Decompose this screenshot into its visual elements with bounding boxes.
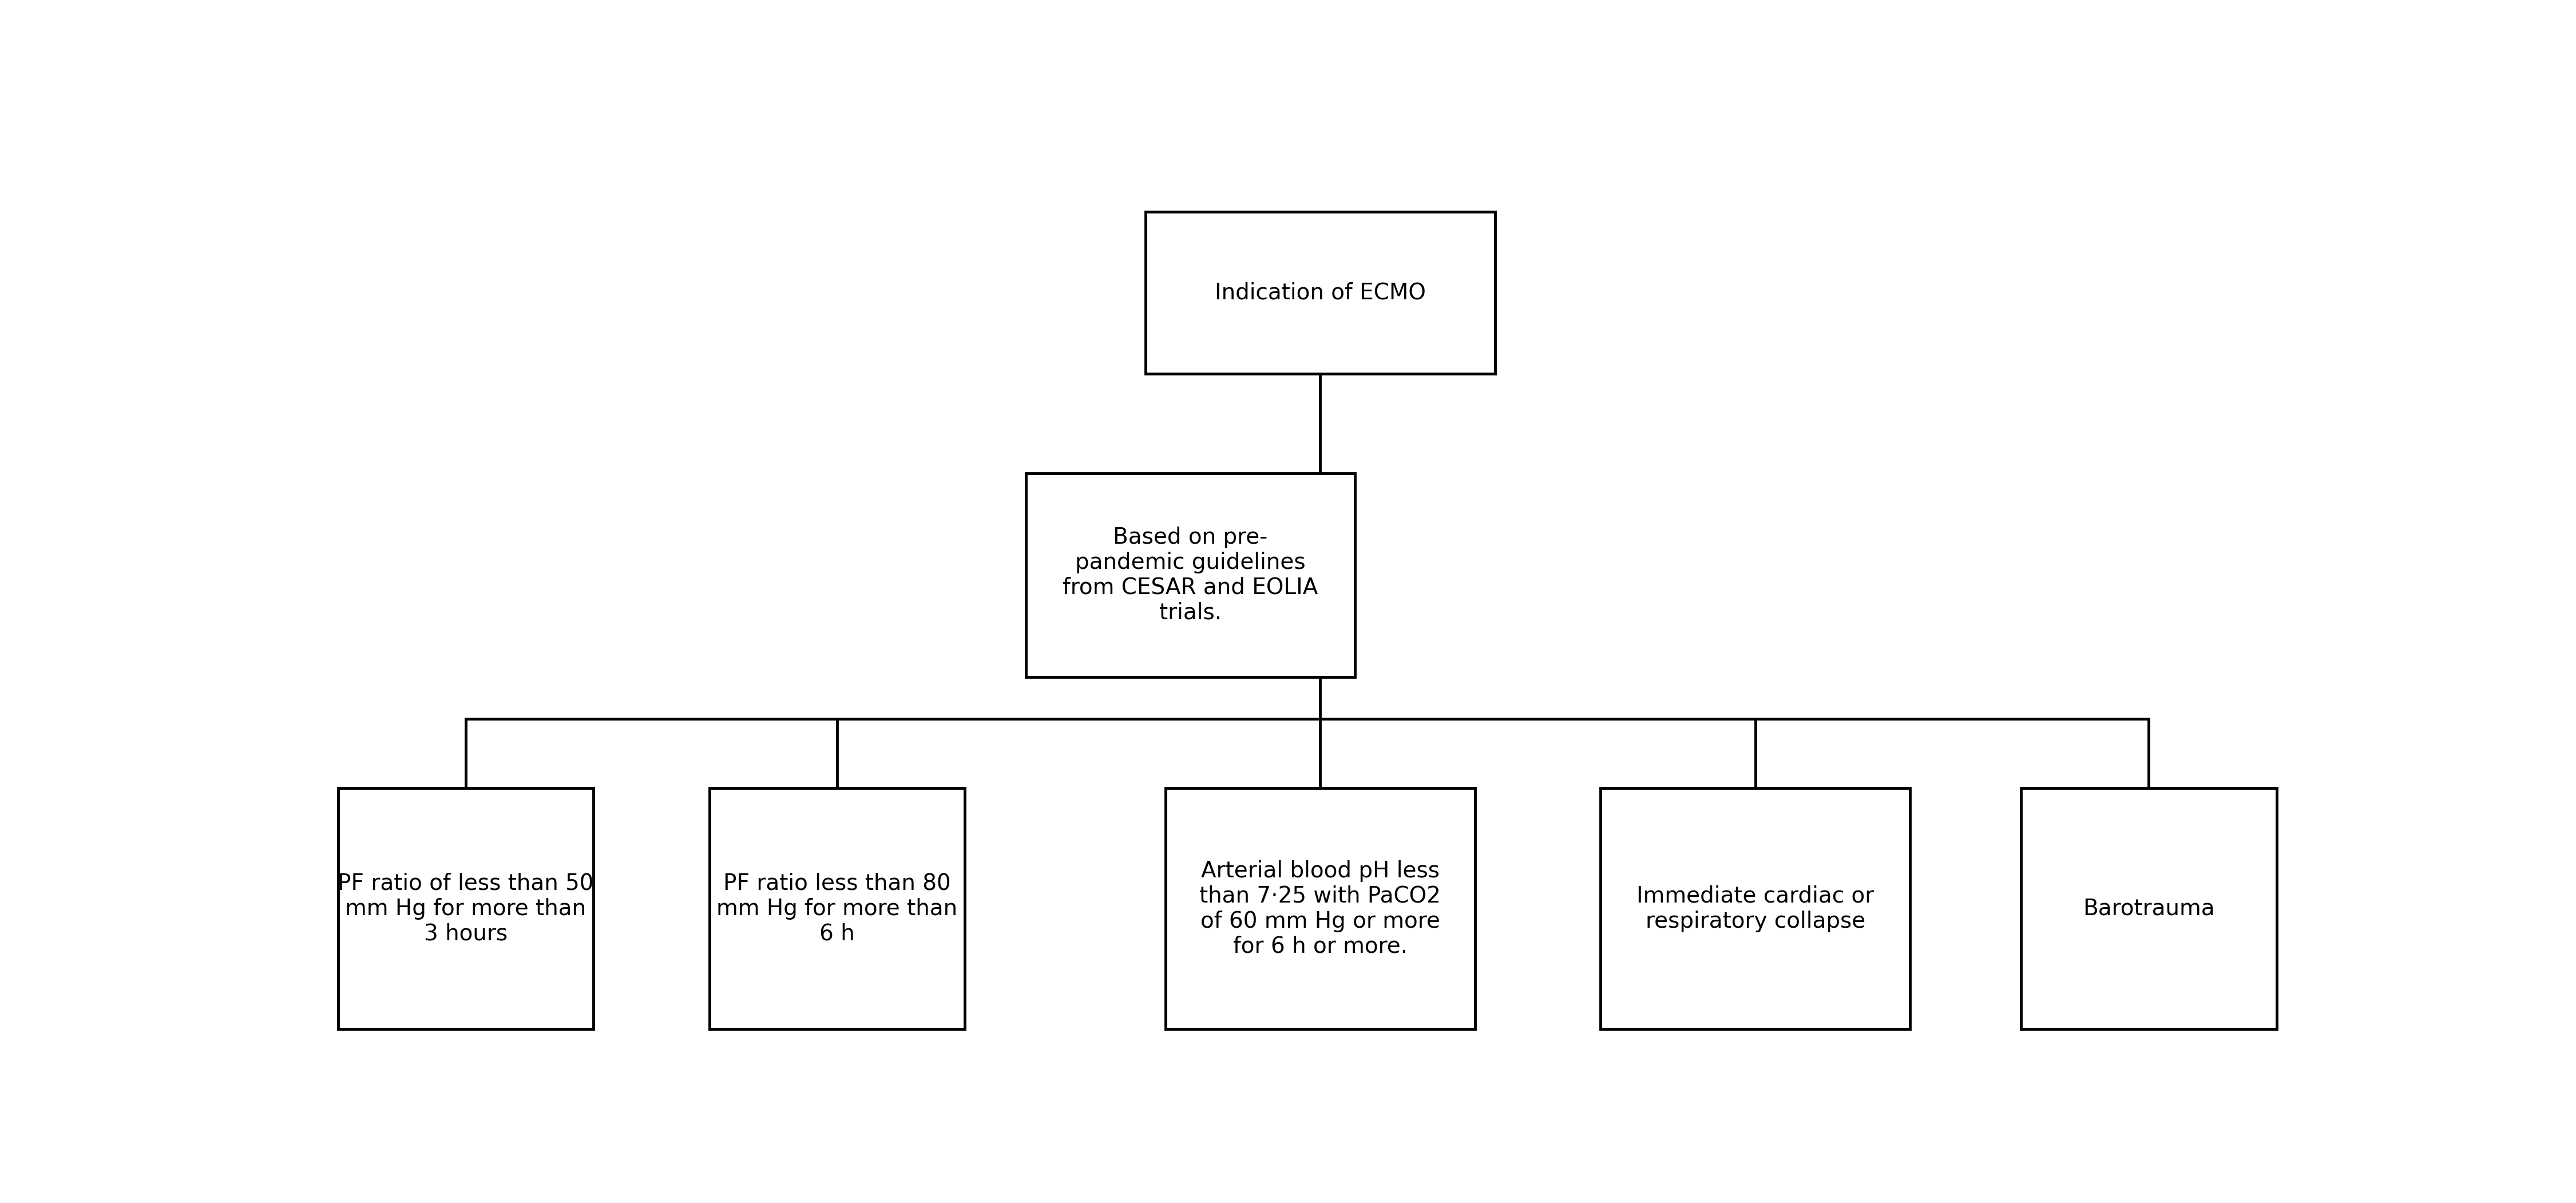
Text: Indication of ECMO: Indication of ECMO: [1216, 282, 1425, 303]
FancyBboxPatch shape: [1146, 212, 1494, 374]
Text: PF ratio less than 80
mm Hg for more than
6 h: PF ratio less than 80 mm Hg for more tha…: [716, 872, 958, 944]
Text: Immediate cardiac or
respiratory collapse: Immediate cardiac or respiratory collaps…: [1636, 885, 1875, 932]
FancyBboxPatch shape: [1025, 473, 1355, 677]
Text: Based on pre-
pandemic guidelines
from CESAR and EOLIA
trials.: Based on pre- pandemic guidelines from C…: [1064, 527, 1319, 623]
FancyBboxPatch shape: [1164, 788, 1476, 1029]
Text: PF ratio of less than 50
mm Hg for more than
3 hours: PF ratio of less than 50 mm Hg for more …: [337, 872, 595, 944]
FancyBboxPatch shape: [1600, 788, 1911, 1029]
FancyBboxPatch shape: [2022, 788, 2277, 1029]
FancyBboxPatch shape: [337, 788, 592, 1029]
Text: Arterial blood pH less
than 7·25 with PaCO2
of 60 mm Hg or more
for 6 h or more.: Arterial blood pH less than 7·25 with Pa…: [1200, 860, 1440, 958]
Text: Barotrauma: Barotrauma: [2084, 897, 2215, 919]
FancyBboxPatch shape: [708, 788, 966, 1029]
